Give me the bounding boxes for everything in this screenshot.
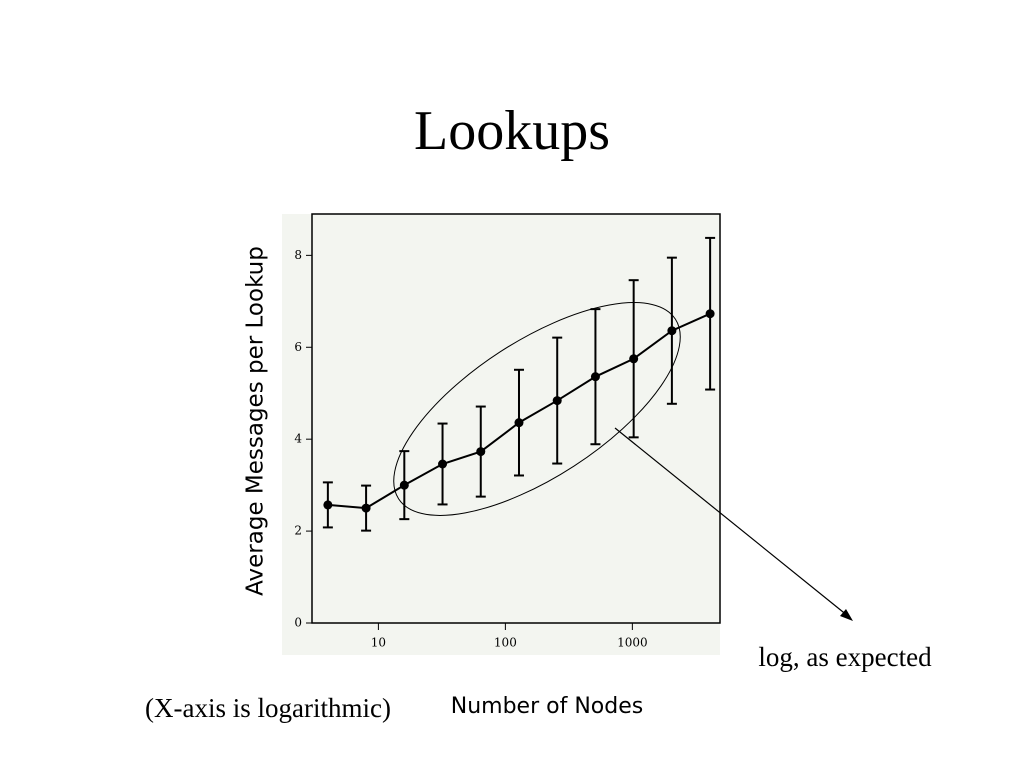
x-tick-label: 100 <box>494 636 517 650</box>
y-tick-label: 8 <box>294 248 302 262</box>
data-point <box>361 503 371 513</box>
arrow <box>614 427 849 617</box>
annotation: log, as expected <box>758 642 932 672</box>
annotation: (X-axis is logarithmic) <box>145 693 391 723</box>
y-tick-label: 6 <box>294 340 302 354</box>
y-axis-label: Average Messages per Lookup <box>243 246 269 596</box>
data-point <box>399 480 409 490</box>
data-point <box>590 372 600 382</box>
arrow-head <box>840 609 853 621</box>
data-point <box>514 418 524 428</box>
data-point <box>438 459 448 469</box>
data-point <box>323 500 333 510</box>
data-point <box>629 354 639 364</box>
x-axis-label: Number of Nodes <box>451 694 643 719</box>
data-point <box>476 447 486 457</box>
data-point <box>705 309 715 319</box>
highlight-ellipse <box>393 302 681 516</box>
data-point <box>667 326 677 336</box>
plot-frame <box>311 213 721 624</box>
x-tick-label: 10 <box>371 636 386 650</box>
plot-background <box>282 214 720 655</box>
chart-title: Lookups <box>414 100 610 162</box>
y-tick-label: 0 <box>294 616 302 630</box>
data-point <box>552 396 562 406</box>
plot: 0 2 4 6 8 10 100 1000 <box>294 213 721 650</box>
x-tick-label: 1000 <box>617 636 648 650</box>
y-tick-label: 2 <box>294 524 302 538</box>
y-tick-label: 4 <box>294 432 302 446</box>
